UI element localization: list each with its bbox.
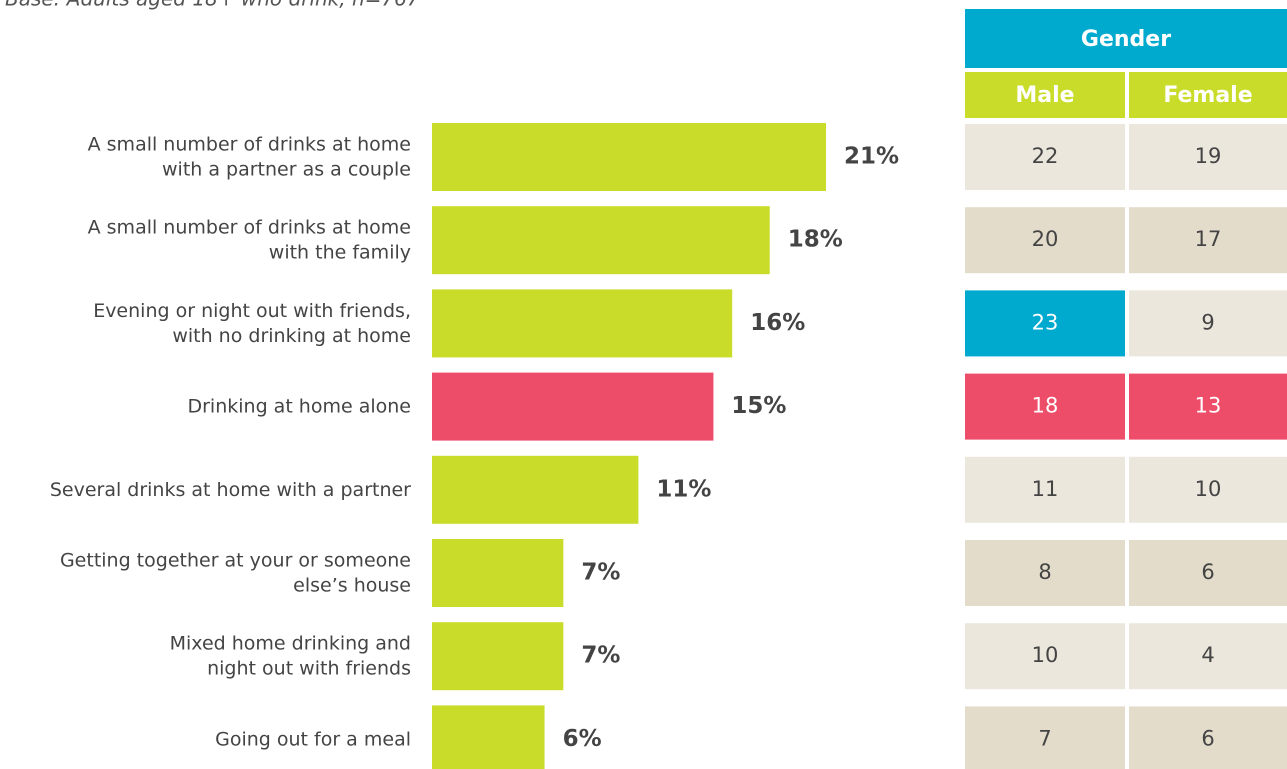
table-cell: 7 [1038, 726, 1051, 750]
table-cell-bg [965, 623, 1125, 690]
value-label: 6% [563, 726, 602, 752]
table-cell-bg [965, 540, 1125, 606]
subtitle: Base: Adults aged 18+ who drink, n=767 [5, 0, 420, 11]
table-cell-bg [965, 706, 1125, 769]
table-column-header: Female [1163, 83, 1252, 108]
value-label: 21% [844, 144, 899, 170]
category-label: Getting together at your or someone else’… [60, 549, 411, 596]
table-cell-bg [965, 207, 1125, 274]
bar [432, 455, 639, 524]
table-cell: 22 [1032, 144, 1059, 168]
table-cell-bg [1129, 706, 1287, 769]
table-cell-bg [1129, 373, 1287, 440]
table-cell: 8 [1038, 560, 1051, 584]
table-cell-bg [1129, 207, 1287, 274]
bar [432, 539, 564, 607]
category-label: A small number of drinks at home with the… [88, 216, 411, 263]
table-cell-bg [965, 290, 1125, 357]
table-cell: 17 [1195, 227, 1222, 251]
table-cell: 9 [1201, 310, 1214, 334]
bar [432, 372, 714, 441]
table-cell: 20 [1032, 227, 1059, 251]
table-cell-bg [1129, 290, 1287, 357]
table-cell: 13 [1195, 394, 1222, 418]
bar [432, 622, 564, 691]
table-column-header-bg [1129, 72, 1287, 118]
value-label: 7% [581, 560, 620, 586]
table-cell-bg [965, 373, 1125, 440]
table-header: Gender [1081, 27, 1171, 52]
value-label: 15% [731, 393, 786, 419]
bar [432, 206, 770, 275]
table-cell: 10 [1195, 477, 1222, 501]
bar [432, 705, 545, 769]
table-cell-bg [965, 124, 1125, 190]
category-label: Evening or night out with friends, with n… [93, 299, 411, 346]
table-cell-bg [1129, 456, 1287, 523]
table-cell-bg [1129, 623, 1287, 690]
table-column-header-bg [965, 72, 1125, 118]
table-cell: 6 [1201, 726, 1214, 750]
table-cell: 18 [1032, 394, 1059, 418]
table-cell: 4 [1201, 643, 1214, 667]
value-label: 7% [581, 643, 620, 669]
bar [432, 123, 826, 191]
category-label: Mixed home drinking and night out with fr… [170, 632, 411, 679]
table-cell-bg [1129, 124, 1287, 190]
category-label: A small number of drinks at home with a p… [88, 133, 411, 180]
category-label: Going out for a meal [215, 728, 411, 750]
table-header-bg [965, 9, 1287, 68]
table-cell: 6 [1201, 560, 1214, 584]
table-cell: 11 [1032, 477, 1059, 501]
category-label: Drinking at home alone [187, 395, 411, 417]
table-cell-bg [965, 456, 1125, 523]
table-cell: 23 [1032, 310, 1059, 334]
value-label: 16% [750, 310, 805, 336]
category-label: Several drinks at home with a partner [50, 478, 411, 500]
table-cell-bg [1129, 540, 1287, 606]
table-cell: 19 [1195, 144, 1222, 168]
table-column-header: Male [1015, 83, 1074, 108]
value-label: 18% [788, 227, 843, 253]
bar [432, 289, 733, 358]
value-label: 11% [656, 476, 711, 502]
table-cell: 10 [1032, 643, 1059, 667]
